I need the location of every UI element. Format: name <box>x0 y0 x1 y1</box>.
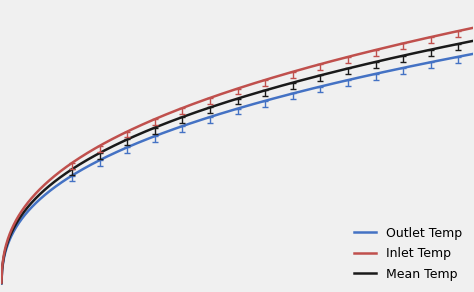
Outlet Temp <box>27 207 33 211</box>
Line: Outlet Temp: Outlet Temp <box>1 54 473 284</box>
Mean Temp <box>356 64 362 68</box>
Inlet Temp <box>272 75 278 79</box>
Mean Temp <box>272 86 278 89</box>
Inlet Temp <box>27 198 33 201</box>
Line: Mean Temp: Mean Temp <box>1 41 473 283</box>
Inlet Temp <box>470 26 474 30</box>
Mean Temp <box>284 82 290 86</box>
Inlet Temp <box>404 41 410 44</box>
Outlet Temp <box>470 52 474 56</box>
Mean Temp <box>404 53 410 57</box>
Inlet Temp <box>356 52 362 56</box>
Legend: Outlet Temp, Inlet Temp, Mean Temp: Outlet Temp, Inlet Temp, Mean Temp <box>350 223 466 284</box>
Inlet Temp <box>0 281 4 284</box>
Outlet Temp <box>284 93 290 97</box>
Outlet Temp <box>0 282 4 285</box>
Mean Temp <box>299 79 304 82</box>
Mean Temp <box>27 202 33 206</box>
Line: Inlet Temp: Inlet Temp <box>1 28 473 283</box>
Outlet Temp <box>404 65 410 69</box>
Outlet Temp <box>356 76 362 79</box>
Outlet Temp <box>272 96 278 100</box>
Outlet Temp <box>299 89 304 93</box>
Inlet Temp <box>299 67 304 71</box>
Mean Temp <box>0 281 4 285</box>
Mean Temp <box>470 39 474 43</box>
Inlet Temp <box>284 72 290 75</box>
